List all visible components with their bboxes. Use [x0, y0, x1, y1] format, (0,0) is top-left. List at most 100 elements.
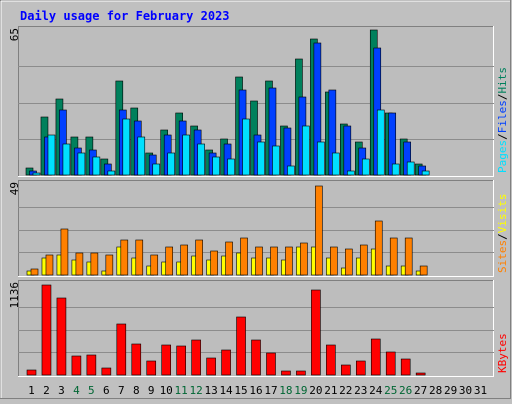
legend-hits: Hits	[496, 67, 509, 94]
bar-pages-day-3	[62, 143, 71, 176]
bar-sites-day-23	[359, 244, 368, 276]
bar-sites-day-22	[345, 248, 353, 276]
bar-sites-day-3	[60, 228, 69, 276]
x-label-day-6: 6	[103, 384, 110, 397]
bar-sites-day-26	[404, 237, 413, 276]
bar-pages-day-10	[167, 152, 176, 176]
bar-sites-day-18	[285, 246, 293, 276]
bar-pages-day-9	[152, 163, 161, 176]
bar-pages-day-12	[197, 143, 205, 176]
bar-sites-day-5	[90, 252, 99, 276]
x-label-day-4: 4	[73, 384, 80, 397]
bar-pages-day-21	[332, 152, 340, 176]
bar-pages-day-20	[317, 141, 325, 176]
x-label-day-21: 21	[324, 384, 337, 397]
legend: Pages/Files/Hits	[496, 67, 509, 173]
bar-sites-day-15	[240, 237, 248, 276]
x-label-day-20: 20	[309, 384, 322, 397]
bar-kbytes-day-2	[41, 284, 52, 376]
x-label-day-29: 29	[444, 384, 457, 397]
legend: KBytes	[496, 333, 509, 373]
y-max-label: 1136	[8, 282, 21, 309]
bar-pages-day-11	[182, 134, 190, 176]
x-label-day-8: 8	[133, 384, 140, 397]
x-label-day-10: 10	[160, 384, 173, 397]
bar-kbytes-day-4	[71, 355, 82, 376]
bar-pages-day-27	[421, 170, 430, 176]
bar-pages-day-15	[242, 118, 250, 176]
bar-kbytes-day-21	[326, 344, 336, 376]
bar-pages-day-17	[272, 145, 280, 176]
bar-sites-day-12	[195, 239, 203, 276]
x-label-day-17: 17	[264, 384, 277, 397]
legend-visits: Visits	[496, 194, 509, 234]
bar-sites-day-11	[180, 244, 188, 276]
x-label-day-24: 24	[369, 384, 383, 397]
x-label-day-15: 15	[234, 384, 247, 397]
bar-pages-day-7	[122, 118, 131, 176]
legend-pages: Pages	[496, 140, 509, 173]
bar-pages-day-16	[257, 141, 265, 176]
x-label-day-13: 13	[204, 384, 217, 397]
bar-sites-day-20	[315, 185, 323, 276]
bar-kbytes-day-18	[281, 370, 291, 376]
bar-sites-day-8	[135, 239, 144, 276]
bar-sites-day-1	[30, 268, 39, 276]
x-label-day-28: 28	[429, 384, 442, 397]
bar-sites-day-6	[105, 254, 114, 276]
bar-sites-day-7	[120, 239, 129, 276]
bar-kbytes-day-24	[370, 338, 381, 376]
bar-sites-day-9	[150, 254, 159, 276]
x-label-day-16: 16	[249, 384, 262, 397]
bar-sites-day-21	[330, 246, 338, 276]
x-label-day-11: 11	[175, 384, 188, 397]
legend-kbytes: KBytes	[496, 333, 509, 373]
bar-kbytes-day-7	[116, 323, 127, 376]
bar-pages-day-19	[302, 125, 310, 176]
bar-kbytes-day-19	[296, 370, 306, 376]
x-label-day-7: 7	[118, 384, 125, 397]
bar-kbytes-day-25	[385, 351, 396, 376]
x-label-day-14: 14	[219, 384, 233, 397]
legend: Sites/Visits	[496, 194, 509, 274]
x-label-day-5: 5	[88, 384, 95, 397]
bar-pages-day-2	[47, 134, 56, 176]
legend-files: Files	[496, 100, 509, 133]
bar-pages-day-4	[77, 152, 86, 176]
bar-kbytes-day-16	[251, 339, 261, 376]
bar-pages-day-25	[391, 163, 400, 176]
bar-pages-day-6	[107, 170, 116, 176]
x-label-day-9: 9	[148, 384, 155, 397]
bar-kbytes-day-14	[221, 349, 231, 376]
x-label-day-27: 27	[414, 384, 427, 397]
x-label-day-1: 1	[28, 384, 35, 397]
bar-sites-day-17	[270, 246, 278, 276]
x-label-day-19: 19	[294, 384, 307, 397]
bar-kbytes-day-9	[146, 360, 157, 376]
bar-pages-day-5	[92, 156, 101, 176]
bar-sites-day-14	[225, 241, 233, 276]
x-label-day-2: 2	[43, 384, 50, 397]
panel-visits_sites: 49 Sites/Visits	[8, 180, 509, 277]
bar-sites-day-4	[75, 252, 84, 276]
bar-kbytes-day-13	[206, 357, 216, 376]
bar-kbytes-day-12	[191, 339, 201, 376]
bar-kbytes-day-6	[101, 367, 112, 376]
bar-kbytes-day-10	[161, 344, 172, 376]
bar-kbytes-day-5	[86, 354, 97, 376]
x-label-day-12: 12	[190, 384, 203, 397]
x-label-day-3: 3	[58, 384, 65, 397]
bar-kbytes-day-26	[400, 358, 411, 376]
bar-sites-day-16	[255, 246, 263, 276]
panel-kbytes: 1136 KBytes	[8, 280, 509, 377]
bar-sites-day-10	[165, 246, 174, 276]
x-label-day-22: 22	[339, 384, 352, 397]
bar-sites-day-25	[389, 237, 398, 276]
bar-sites-day-13	[210, 250, 218, 276]
bar-pages-day-23	[361, 158, 370, 176]
bar-pages-day-13	[212, 156, 220, 176]
y-max-label: 65	[8, 28, 21, 41]
legend-sites: Sites	[496, 240, 509, 273]
